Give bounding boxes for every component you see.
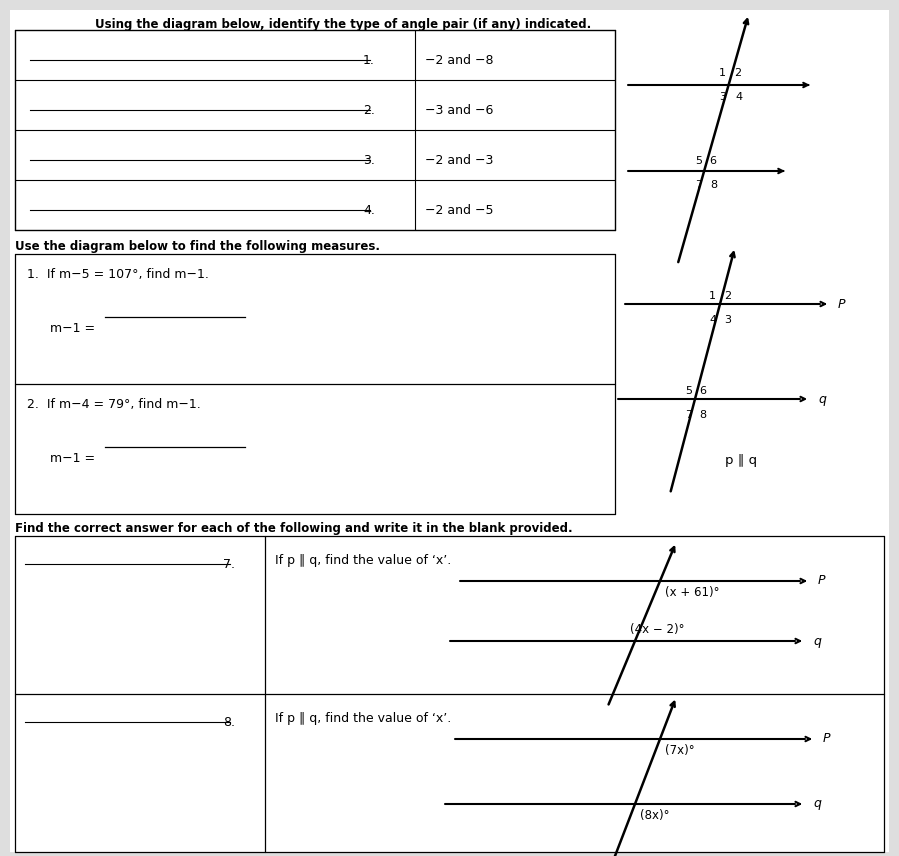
Text: (4x − 2)°: (4x − 2)° (630, 623, 684, 636)
Text: m−1 =: m−1 = (50, 322, 95, 335)
Text: If p ∥ q, find the value of ‘x’.: If p ∥ q, find the value of ‘x’. (275, 554, 451, 567)
Text: 5: 5 (695, 156, 702, 166)
Text: 3: 3 (724, 315, 731, 325)
Text: 3: 3 (719, 92, 726, 102)
Text: 1.: 1. (363, 54, 375, 67)
Text: (7x)°: (7x)° (665, 744, 695, 757)
Text: 2: 2 (734, 68, 741, 78)
Text: 7: 7 (695, 180, 702, 190)
Text: −2 and −5: −2 and −5 (425, 204, 494, 217)
Text: (x + 61)°: (x + 61)° (665, 586, 719, 599)
Text: 5: 5 (685, 386, 692, 396)
Text: P: P (818, 574, 825, 587)
Text: If p ∥ q, find the value of ‘x’.: If p ∥ q, find the value of ‘x’. (275, 712, 451, 725)
Text: 3.: 3. (363, 153, 375, 167)
Text: −2 and −8: −2 and −8 (425, 54, 494, 67)
Text: 4.: 4. (363, 204, 375, 217)
Text: (8x)°: (8x)° (640, 809, 670, 822)
Text: Using the diagram below, identify the type of angle pair (if any) indicated.: Using the diagram below, identify the ty… (95, 18, 592, 31)
Text: q: q (813, 798, 821, 811)
Text: q: q (813, 634, 821, 647)
Text: 8: 8 (699, 410, 706, 420)
Text: m−1 =: m−1 = (50, 452, 95, 465)
Text: 7: 7 (685, 410, 692, 420)
Text: 2.  If m−4 = 79°, find m−1.: 2. If m−4 = 79°, find m−1. (27, 398, 200, 411)
Text: −2 and −3: −2 and −3 (425, 153, 494, 167)
Text: Find the correct answer for each of the following and write it in the blank prov: Find the correct answer for each of the … (15, 522, 573, 535)
Text: 6: 6 (699, 386, 706, 396)
Text: 1.  If m−5 = 107°, find m−1.: 1. If m−5 = 107°, find m−1. (27, 268, 209, 281)
Text: Use the diagram below to find the following measures.: Use the diagram below to find the follow… (15, 240, 380, 253)
Text: p ∥ q: p ∥ q (725, 454, 757, 467)
Text: 1: 1 (709, 291, 716, 301)
Text: 1: 1 (719, 68, 726, 78)
Text: 8.: 8. (223, 716, 235, 728)
Text: 6: 6 (709, 156, 716, 166)
Text: 2.: 2. (363, 104, 375, 116)
Text: −3 and −6: −3 and −6 (425, 104, 494, 116)
Text: P: P (823, 733, 831, 746)
Text: 4: 4 (710, 315, 717, 325)
Text: 2: 2 (724, 291, 731, 301)
Text: 8: 8 (710, 180, 717, 190)
Text: 4: 4 (735, 92, 743, 102)
Text: q: q (818, 393, 826, 406)
Text: 7.: 7. (223, 557, 235, 570)
Text: P: P (838, 298, 845, 311)
